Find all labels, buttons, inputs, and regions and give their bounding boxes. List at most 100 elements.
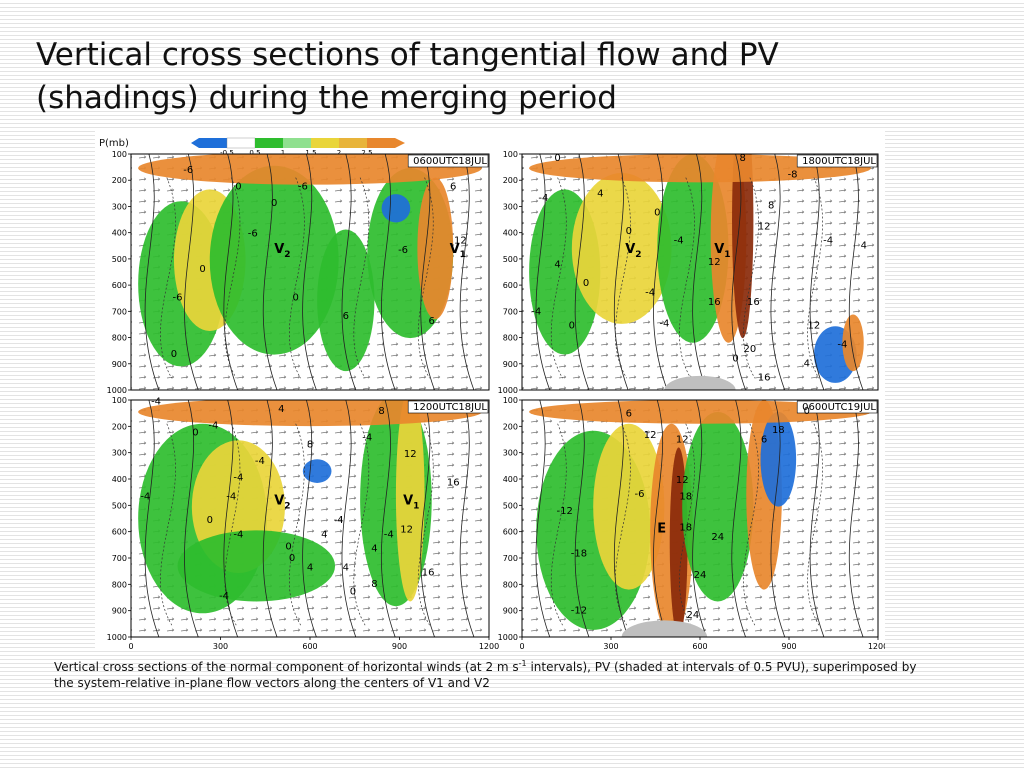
contour-value-label: -4: [837, 340, 847, 351]
negative-contour: [679, 177, 695, 379]
contour-value-label: 8: [768, 200, 774, 211]
pv-shading: [529, 400, 871, 424]
y-tick-label: 500: [503, 501, 518, 510]
contour-value-label: 18: [772, 425, 785, 436]
contour-value-label: 12: [708, 257, 721, 268]
negative-contour: [807, 423, 823, 626]
caption-text-2: intervals), PV (shaded at intervals of 0…: [54, 660, 917, 690]
contour-value-label: -4: [659, 318, 669, 329]
vortex-label-subscript: 2: [635, 250, 641, 260]
wind-contour: [459, 154, 475, 390]
contour-value-label: 0: [199, 264, 205, 275]
contour-value-label: 16: [422, 567, 435, 578]
pv-shading: [317, 229, 375, 372]
wind-contour: [144, 400, 160, 637]
contour-value-label: -4: [538, 193, 548, 204]
contour-value-label: 0: [554, 153, 560, 164]
vortex-label-subscript: 1: [460, 250, 466, 260]
pv-shading: [302, 459, 332, 483]
colorbar-bin-green: [255, 138, 283, 148]
y-tick-label: 800: [503, 580, 518, 589]
y-tick-label: 900: [503, 360, 518, 369]
pv-shading: [571, 172, 672, 324]
y-tick-label: 500: [112, 501, 127, 510]
colorbar-tick: 2.5: [361, 149, 372, 157]
slide-title: Vertical cross sections of tangential fl…: [36, 34, 996, 120]
contour-value-label: 8: [740, 153, 746, 164]
contour-value-label: 4: [554, 259, 560, 270]
negative-contour: [550, 423, 567, 626]
vortex-label-subscript: 1: [413, 501, 419, 511]
wind-contour: [302, 400, 317, 637]
negative-contour: [353, 423, 370, 626]
panel-time-label: 1200UTC18JUL: [413, 402, 487, 413]
contour-value-label: -4: [140, 492, 150, 503]
y-tick-label: 700: [112, 554, 127, 563]
contour-value-label: 12: [758, 222, 771, 233]
x-tick-label: 1200: [479, 642, 499, 650]
contour-value-label: 20: [743, 344, 756, 355]
y-tick-label: 100: [112, 396, 127, 405]
contour-value-label: 24: [711, 532, 724, 543]
pv-shading: [732, 154, 754, 339]
wind-contour: [302, 154, 317, 390]
terrain: [621, 620, 708, 637]
y-tick-label: 500: [112, 255, 127, 264]
x-tick-label: 0: [128, 642, 133, 650]
colorbar-bin-lightgreen: [283, 138, 311, 148]
contour-value-label: 12: [676, 435, 689, 446]
x-tick-label: 1200: [868, 642, 885, 650]
pv-shading: [177, 530, 336, 602]
y-tick-label: 300: [503, 202, 518, 211]
colorbar-tick: 1: [281, 149, 285, 157]
contour-value-label: 0: [235, 181, 241, 192]
negative-contour: [417, 177, 434, 379]
x-tick-label: 300: [213, 642, 228, 650]
contour-value-label: 0: [350, 586, 356, 597]
wind-contour: [262, 154, 278, 390]
wind-contour: [653, 154, 668, 390]
y-tick-label: 800: [112, 580, 127, 589]
pv-shading: [381, 194, 411, 223]
contour-value-label: 0: [654, 207, 660, 218]
negative-contour: [224, 423, 241, 626]
y-tick-label: 400: [112, 229, 127, 238]
contour-value-label: 18: [679, 522, 692, 533]
contour-value-label: 0: [192, 428, 198, 439]
contour-value-label: -6: [173, 292, 183, 303]
contour-value-label: -4: [823, 236, 833, 247]
contour-value-label: 0: [804, 406, 810, 417]
contour-value-label: 0: [583, 278, 589, 289]
contour-value-label: -6: [248, 229, 258, 240]
x-tick-label: 900: [392, 642, 407, 650]
contour-value-label: -4: [226, 492, 236, 503]
contour-value-label: 24: [694, 570, 707, 581]
wind-contour: [262, 400, 278, 637]
wind-contour: [341, 154, 357, 390]
contour-value-label: -4: [531, 306, 541, 317]
negative-contour: [679, 423, 695, 626]
negative-contour: [160, 423, 176, 626]
colorbar-tick: 0.5: [249, 149, 260, 157]
y-tick-label: 200: [112, 422, 127, 431]
contour-value-label: -18: [571, 548, 587, 559]
y-tick-label: 800: [112, 334, 127, 343]
y-tick-label: 600: [112, 281, 127, 290]
contour-value-label: 0: [732, 354, 738, 365]
wind-contour: [613, 154, 629, 390]
wind-contour: [223, 154, 239, 390]
y-tick-label: 100: [503, 396, 518, 405]
wind-contour: [574, 154, 590, 390]
vortex-label-subscript: 2: [284, 501, 290, 511]
panel-3: 1200UTC18JUL-4480-4-48-412-4160-404-44-4…: [107, 396, 500, 650]
y-tick-label: 900: [112, 607, 127, 616]
contour-value-label: 12: [400, 525, 413, 536]
y-tick-label: 200: [503, 176, 518, 185]
contour-value-label: 0: [285, 541, 291, 552]
wind-contour: [459, 400, 475, 637]
negative-contour: [743, 177, 759, 379]
cross-section-figure: P(mb) -0.5 0.5 1 1.5 2 2.5 0600UTC18JUL -…: [95, 130, 885, 650]
y-tick-label: 600: [503, 281, 518, 290]
wind-contour: [809, 400, 825, 637]
